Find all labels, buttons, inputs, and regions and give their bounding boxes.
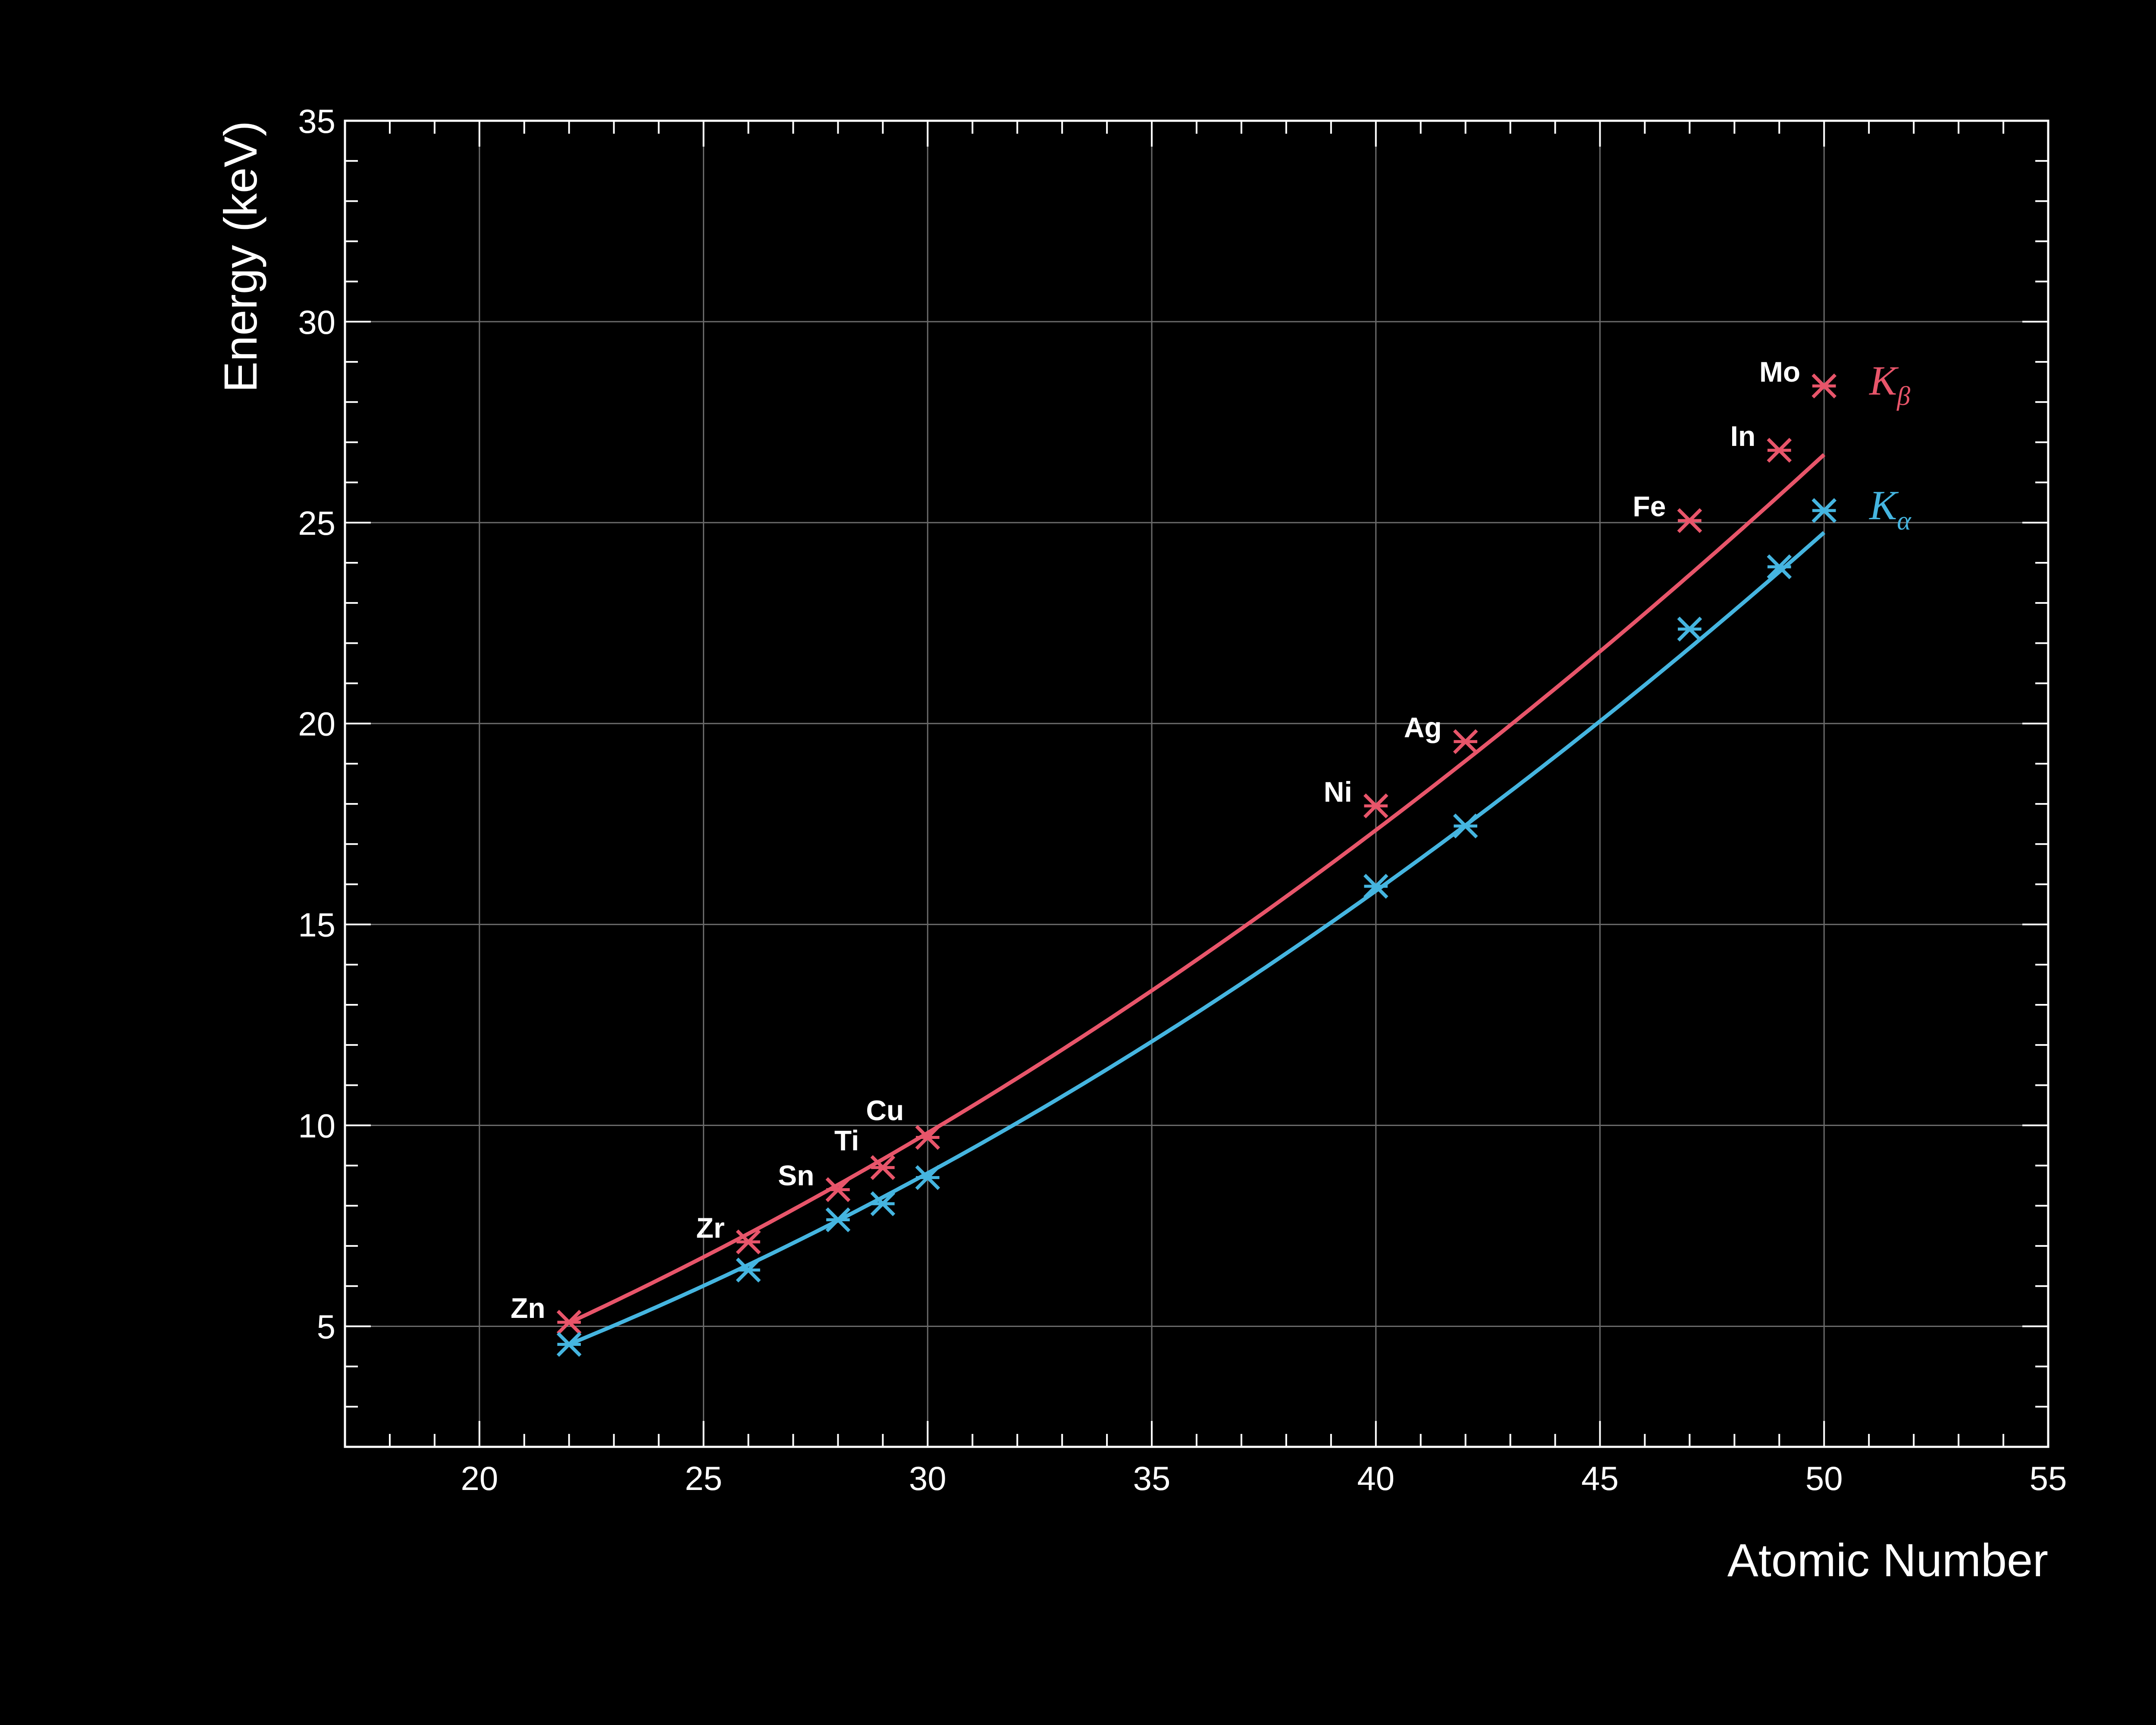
grid <box>345 121 2048 1447</box>
series-label-subscript: α <box>1897 506 1912 536</box>
data-point-alpha <box>736 1258 761 1283</box>
element-label: Ag <box>1404 712 1442 743</box>
x-tick-label: 45 <box>1581 1459 1619 1497</box>
data-point-alpha <box>1453 813 1478 839</box>
data-point-beta <box>1767 438 1792 463</box>
series-label-alpha: Kα <box>1868 482 1912 536</box>
x-tick-label: 30 <box>909 1459 946 1497</box>
fit-curve-alpha <box>568 531 1826 1346</box>
data-point-alpha <box>870 1191 896 1217</box>
x-axis-title: Atomic Number <box>1727 1534 2048 1586</box>
plot-frame <box>344 119 2049 1448</box>
data-point-beta <box>736 1229 761 1255</box>
x-tick-label: 50 <box>1805 1459 1843 1497</box>
x-tick-label: 35 <box>1133 1459 1171 1497</box>
data-point-alpha <box>915 1165 940 1190</box>
data-point-alpha <box>1363 874 1388 899</box>
x-tick-label: 20 <box>461 1459 498 1497</box>
data-point-alpha <box>1677 616 1702 642</box>
element-label: Zn <box>511 1292 545 1324</box>
y-tick-label: 15 <box>298 906 335 944</box>
element-label: Fe <box>1633 490 1666 522</box>
data-markers <box>556 373 1837 1357</box>
data-point-alpha <box>1767 554 1792 580</box>
x-tick-label: 25 <box>685 1459 722 1497</box>
y-tick-label: 10 <box>298 1107 335 1145</box>
y-tick-label: 30 <box>298 303 335 341</box>
plot-border <box>344 119 2049 1448</box>
data-point-beta <box>915 1125 940 1150</box>
element-label: Ti <box>834 1124 859 1156</box>
data-point-alpha <box>825 1207 851 1233</box>
series-label-subscript: β <box>1896 382 1910 411</box>
y-tick-label: 20 <box>298 705 335 743</box>
element-label: Zr <box>696 1212 725 1244</box>
data-point-beta <box>825 1177 851 1202</box>
element-label: In <box>1730 420 1756 452</box>
data-point-beta <box>556 1310 582 1335</box>
x-tick-label: 40 <box>1357 1459 1395 1497</box>
y-tick-label: 5 <box>317 1308 335 1346</box>
data-point-beta <box>1363 793 1388 819</box>
data-point-beta <box>870 1155 896 1180</box>
element-label: Sn <box>778 1160 814 1192</box>
y-tick-label: 35 <box>298 102 335 140</box>
element-label: Ni <box>1324 776 1352 808</box>
data-point-beta <box>1811 373 1837 398</box>
fit-curve-beta <box>568 453 1826 1325</box>
x-tick-label: 55 <box>2030 1459 2067 1497</box>
series-label-beta: Kβ <box>1868 358 1910 411</box>
data-point-beta <box>1453 729 1478 754</box>
fit-curves <box>568 453 1826 1346</box>
data-point-alpha <box>1811 498 1837 523</box>
y-axis-title: Energy (keV) <box>214 121 266 392</box>
data-point-alpha <box>556 1332 582 1357</box>
element-label: Cu <box>866 1095 904 1126</box>
element-label: Mo <box>1759 356 1800 388</box>
y-tick-label: 25 <box>298 504 335 542</box>
data-point-beta <box>1677 508 1702 533</box>
